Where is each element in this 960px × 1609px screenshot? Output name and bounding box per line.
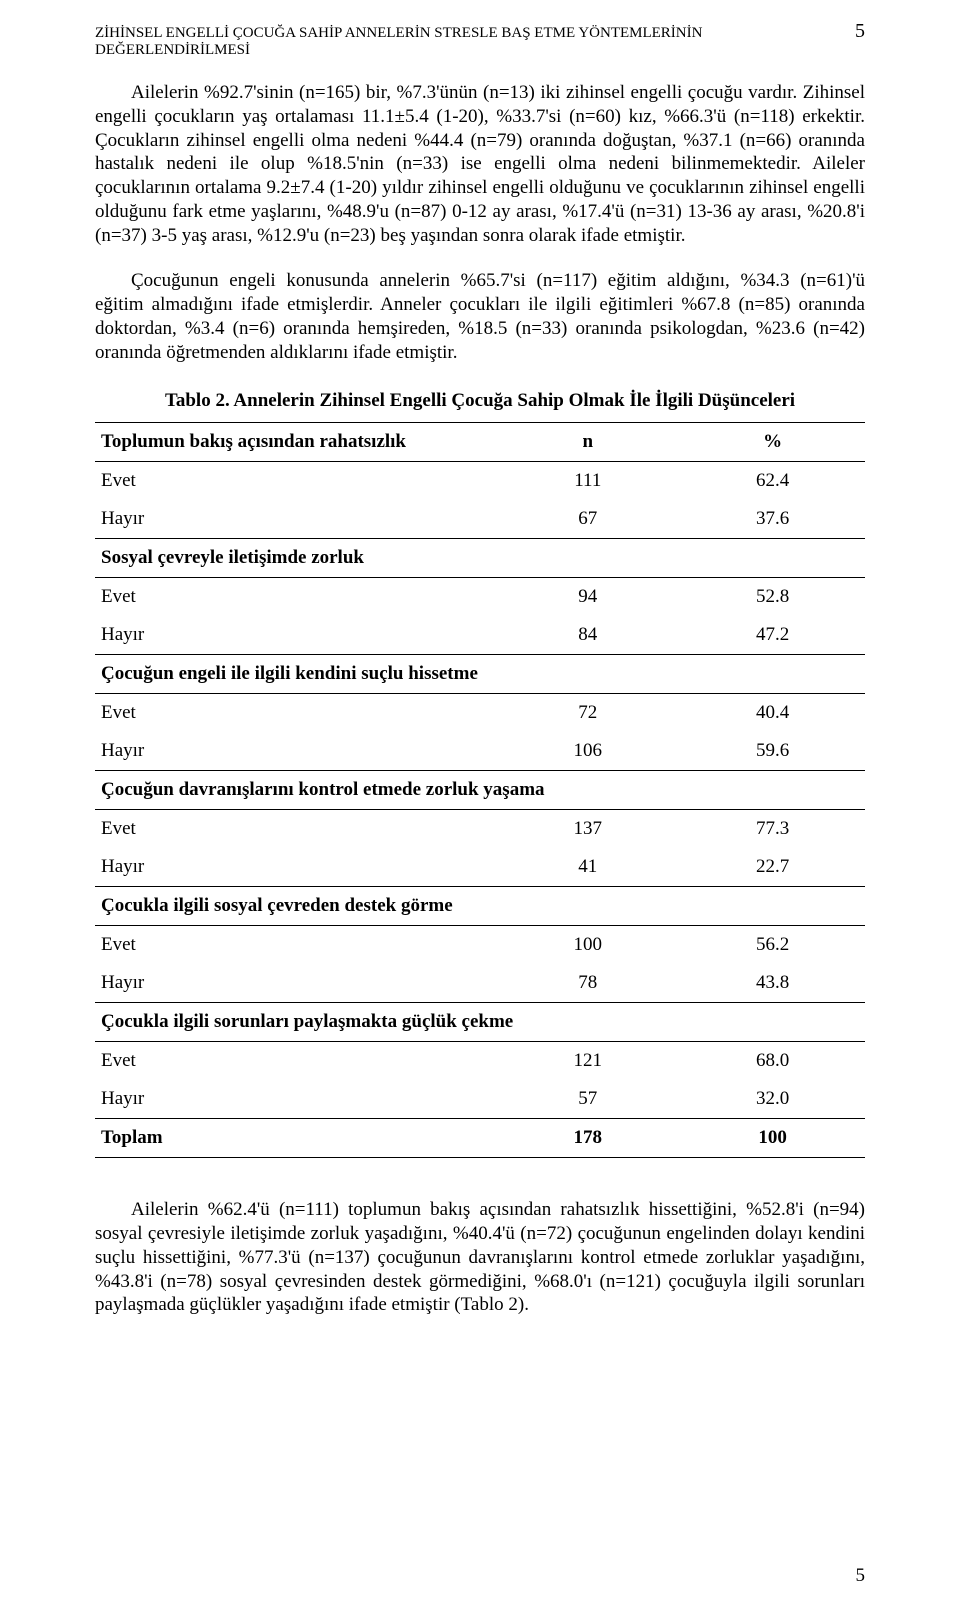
table-row: Evet 72 40.4 xyxy=(95,694,865,733)
section-title: Çocukla ilgili sorunları paylaşmakta güç… xyxy=(95,1003,865,1042)
row-pct: 68.0 xyxy=(680,1042,865,1081)
row-n: 137 xyxy=(495,810,680,849)
row-label: Hayır xyxy=(95,1080,495,1119)
row-n: 94 xyxy=(495,578,680,617)
section-title-row: Çocuğun davranışlarını kontrol etmede zo… xyxy=(95,771,865,810)
section-title-row: Çocukla ilgili sorunları paylaşmakta güç… xyxy=(95,1003,865,1042)
table-row: Hayır 41 22.7 xyxy=(95,848,865,887)
row-n: 100 xyxy=(495,926,680,965)
section-title: Çocuğun davranışlarını kontrol etmede zo… xyxy=(95,771,865,810)
row-label: Evet xyxy=(95,926,495,965)
total-row: Toplam 178 100 xyxy=(95,1119,865,1158)
section-title-row: Çocukla ilgili sosyal çevreden destek gö… xyxy=(95,887,865,926)
row-n: 67 xyxy=(495,500,680,539)
row-pct: 40.4 xyxy=(680,694,865,733)
page: ZİHİNSEL ENGELLİ ÇOCUĞA SAHİP ANNELERİN … xyxy=(0,0,960,1609)
table-row: Hayır 106 59.6 xyxy=(95,732,865,771)
table-row: Evet 100 56.2 xyxy=(95,926,865,965)
paragraph-3: Ailelerin %62.4'ü (n=111) toplumun bakış… xyxy=(95,1198,865,1317)
total-n: 178 xyxy=(495,1119,680,1158)
section-title: Sosyal çevreyle iletişimde zorluk xyxy=(95,539,865,578)
row-label: Hayır xyxy=(95,500,495,539)
section-title-row: Sosyal çevreyle iletişimde zorluk xyxy=(95,539,865,578)
row-label: Evet xyxy=(95,462,495,501)
row-pct: 47.2 xyxy=(680,616,865,655)
row-pct: 62.4 xyxy=(680,462,865,501)
table-header-row: Toplumun bakış açısından rahatsızlık n % xyxy=(95,423,865,462)
row-pct: 77.3 xyxy=(680,810,865,849)
row-pct: 37.6 xyxy=(680,500,865,539)
paragraph-2: Çocuğunun engeli konusunda annelerin %65… xyxy=(95,269,865,364)
running-head: ZİHİNSEL ENGELLİ ÇOCUĞA SAHİP ANNELERİN … xyxy=(95,20,865,59)
table-row: Hayır 67 37.6 xyxy=(95,500,865,539)
row-label: Hayır xyxy=(95,732,495,771)
table-caption: Tablo 2. Annelerin Zihinsel Engelli Çocu… xyxy=(95,390,865,412)
row-label: Evet xyxy=(95,694,495,733)
table-row: Evet 121 68.0 xyxy=(95,1042,865,1081)
row-label: Evet xyxy=(95,1042,495,1081)
section-title: Çocukla ilgili sosyal çevreden destek gö… xyxy=(95,887,865,926)
row-n: 84 xyxy=(495,616,680,655)
table-2: Toplumun bakış açısından rahatsızlık n %… xyxy=(95,422,865,1158)
row-n: 78 xyxy=(495,964,680,1003)
row-pct: 56.2 xyxy=(680,926,865,965)
row-pct: 43.8 xyxy=(680,964,865,1003)
table-row: Hayır 78 43.8 xyxy=(95,964,865,1003)
col-header-pct: % xyxy=(680,423,865,462)
row-n: 72 xyxy=(495,694,680,733)
page-number-top: 5 xyxy=(855,20,865,43)
section-title: Toplumun bakış açısından rahatsızlık xyxy=(95,423,495,462)
paragraph-1: Ailelerin %92.7'sinin (n=165) bir, %7.3'… xyxy=(95,81,865,247)
row-n: 57 xyxy=(495,1080,680,1119)
table-row: Hayır 84 47.2 xyxy=(95,616,865,655)
row-label: Hayır xyxy=(95,616,495,655)
total-pct: 100 xyxy=(680,1119,865,1158)
total-label: Toplam xyxy=(95,1119,495,1158)
table-row: Hayır 57 32.0 xyxy=(95,1080,865,1119)
row-pct: 59.6 xyxy=(680,732,865,771)
row-n: 41 xyxy=(495,848,680,887)
col-header-n: n xyxy=(495,423,680,462)
row-label: Hayır xyxy=(95,848,495,887)
page-number-bottom: 5 xyxy=(856,1565,866,1587)
row-pct: 32.0 xyxy=(680,1080,865,1119)
table-row: Evet 94 52.8 xyxy=(95,578,865,617)
row-label: Evet xyxy=(95,578,495,617)
row-n: 106 xyxy=(495,732,680,771)
section-title: Çocuğun engeli ile ilgili kendini suçlu … xyxy=(95,655,865,694)
row-n: 121 xyxy=(495,1042,680,1081)
section-title-row: Çocuğun engeli ile ilgili kendini suçlu … xyxy=(95,655,865,694)
row-pct: 52.8 xyxy=(680,578,865,617)
row-pct: 22.7 xyxy=(680,848,865,887)
row-label: Hayır xyxy=(95,964,495,1003)
table-row: Evet 137 77.3 xyxy=(95,810,865,849)
table-row: Evet 111 62.4 xyxy=(95,462,865,501)
row-n: 111 xyxy=(495,462,680,501)
running-head-title: ZİHİNSEL ENGELLİ ÇOCUĞA SAHİP ANNELERİN … xyxy=(95,25,843,59)
row-label: Evet xyxy=(95,810,495,849)
